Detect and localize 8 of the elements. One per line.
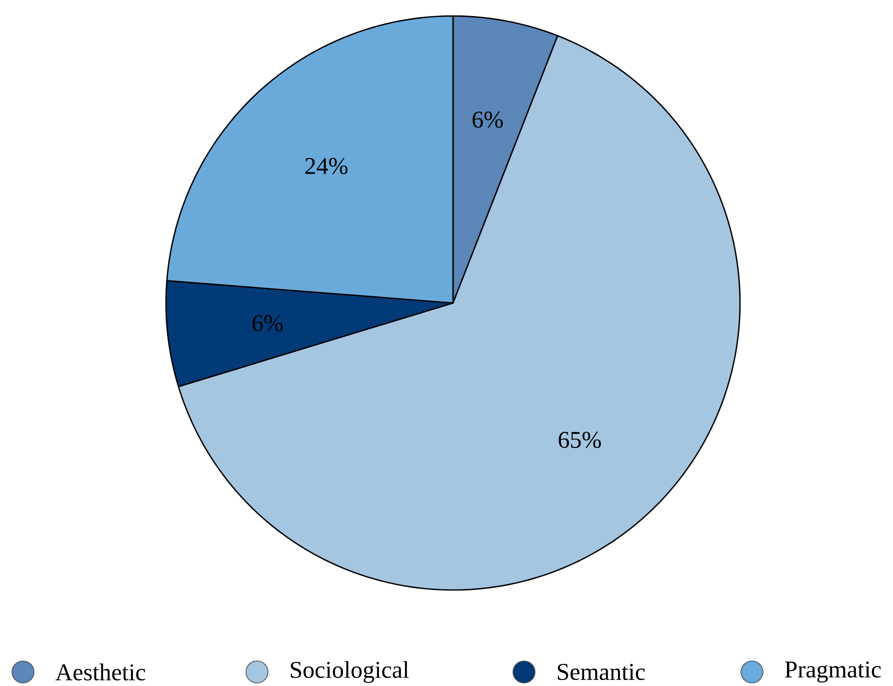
legend-label: Pragmatic: [784, 661, 881, 683]
legend-label: Aesthetic: [56, 664, 146, 680]
data-label: 24%: [305, 158, 348, 174]
legend-label: Semantic: [558, 664, 645, 680]
data-label: 65%: [558, 432, 601, 448]
data-label: 6%: [472, 112, 503, 128]
data-label: 6%: [252, 315, 283, 332]
legend-label: Sociological: [290, 661, 409, 683]
